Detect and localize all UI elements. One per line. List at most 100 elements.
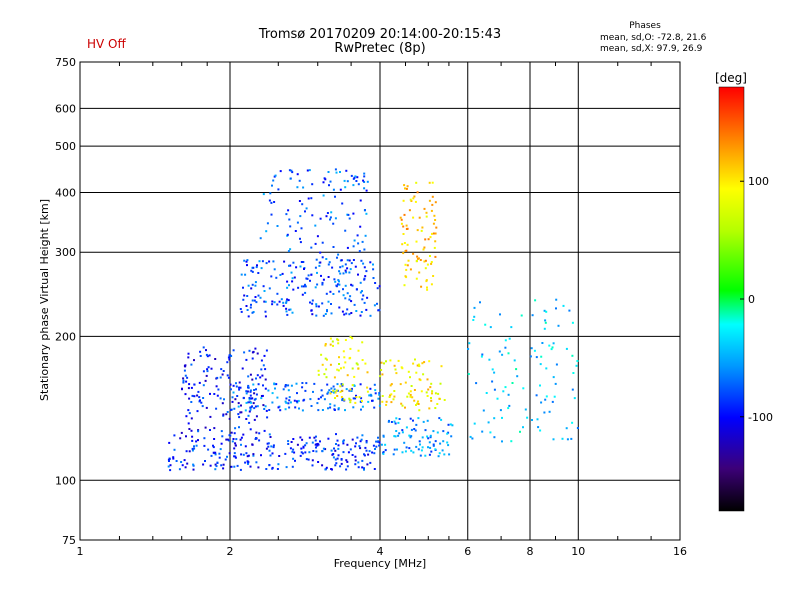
data-point xyxy=(337,447,340,450)
data-point xyxy=(357,367,360,370)
data-point xyxy=(438,397,441,400)
data-point xyxy=(412,197,415,200)
data-point xyxy=(235,385,238,388)
data-point xyxy=(359,291,362,294)
data-point xyxy=(352,177,355,180)
data-point xyxy=(173,448,176,451)
data-point xyxy=(300,285,303,288)
data-point xyxy=(274,387,276,390)
data-point xyxy=(254,281,257,284)
data-point xyxy=(299,454,302,457)
data-point xyxy=(397,359,400,362)
data-point xyxy=(212,451,215,454)
data-point xyxy=(480,355,483,358)
data-point xyxy=(571,421,574,424)
data-point xyxy=(365,270,368,273)
data-point xyxy=(287,250,290,253)
data-point xyxy=(315,303,318,306)
data-point xyxy=(228,417,231,420)
data-point xyxy=(247,315,250,318)
data-point xyxy=(221,373,224,376)
data-point xyxy=(248,349,251,352)
data-point xyxy=(168,441,171,444)
data-point xyxy=(240,453,243,456)
data-point xyxy=(315,443,318,446)
data-point xyxy=(346,374,349,377)
data-point xyxy=(246,264,248,267)
data-point xyxy=(357,349,360,352)
data-point xyxy=(531,419,533,421)
data-point xyxy=(385,360,387,363)
data-point xyxy=(298,179,301,182)
data-point xyxy=(307,197,310,200)
data-point xyxy=(260,454,262,457)
data-point xyxy=(533,349,536,352)
data-point xyxy=(290,169,293,172)
data-point xyxy=(398,418,401,420)
data-point xyxy=(311,441,314,444)
data-point xyxy=(350,390,353,392)
data-point xyxy=(420,390,423,393)
data-point xyxy=(350,262,353,265)
data-point xyxy=(344,263,347,266)
data-point xyxy=(314,286,317,289)
data-point xyxy=(276,292,279,295)
data-point xyxy=(360,397,363,400)
data-point xyxy=(352,184,355,187)
data-point xyxy=(389,359,392,362)
data-point xyxy=(440,418,443,421)
data-point xyxy=(522,426,524,429)
data-point xyxy=(245,452,248,455)
data-point xyxy=(297,399,300,402)
data-point xyxy=(290,441,293,443)
data-point xyxy=(381,395,384,397)
data-point xyxy=(338,290,341,293)
data-point xyxy=(252,402,255,405)
data-point xyxy=(245,390,248,393)
data-point xyxy=(361,459,364,462)
data-point xyxy=(267,442,270,445)
data-point xyxy=(404,381,407,384)
hv-status: HV Off xyxy=(87,37,126,51)
data-point xyxy=(380,443,383,446)
data-point xyxy=(418,216,421,219)
data-point xyxy=(401,243,404,246)
data-point xyxy=(354,445,357,448)
data-point xyxy=(361,240,364,243)
data-point xyxy=(355,362,358,365)
data-point xyxy=(359,199,362,202)
data-point xyxy=(332,389,335,392)
data-point xyxy=(354,455,357,458)
data-point xyxy=(572,372,575,374)
data-point xyxy=(256,405,259,408)
data-point xyxy=(537,426,540,429)
data-point xyxy=(305,382,308,385)
data-point xyxy=(306,277,309,280)
data-point xyxy=(363,454,366,457)
data-point xyxy=(320,396,322,399)
data-point xyxy=(508,337,511,340)
data-point xyxy=(415,277,418,280)
data-point xyxy=(404,263,407,266)
data-point xyxy=(269,192,272,195)
data-point xyxy=(285,300,288,303)
data-point xyxy=(372,444,375,447)
data-point xyxy=(304,291,307,294)
data-point xyxy=(363,172,366,175)
data-point xyxy=(423,207,426,210)
data-point xyxy=(202,463,205,466)
data-point xyxy=(258,432,261,435)
data-point xyxy=(252,383,255,386)
data-point xyxy=(434,240,437,243)
data-point xyxy=(321,450,324,453)
colorbar xyxy=(718,86,745,512)
data-point xyxy=(345,169,348,172)
data-point xyxy=(346,465,349,468)
data-point xyxy=(247,386,250,389)
data-point xyxy=(334,391,337,394)
data-point xyxy=(576,427,579,429)
data-point xyxy=(334,280,337,283)
data-point xyxy=(301,293,304,296)
data-point xyxy=(439,442,442,445)
data-point xyxy=(286,280,289,283)
